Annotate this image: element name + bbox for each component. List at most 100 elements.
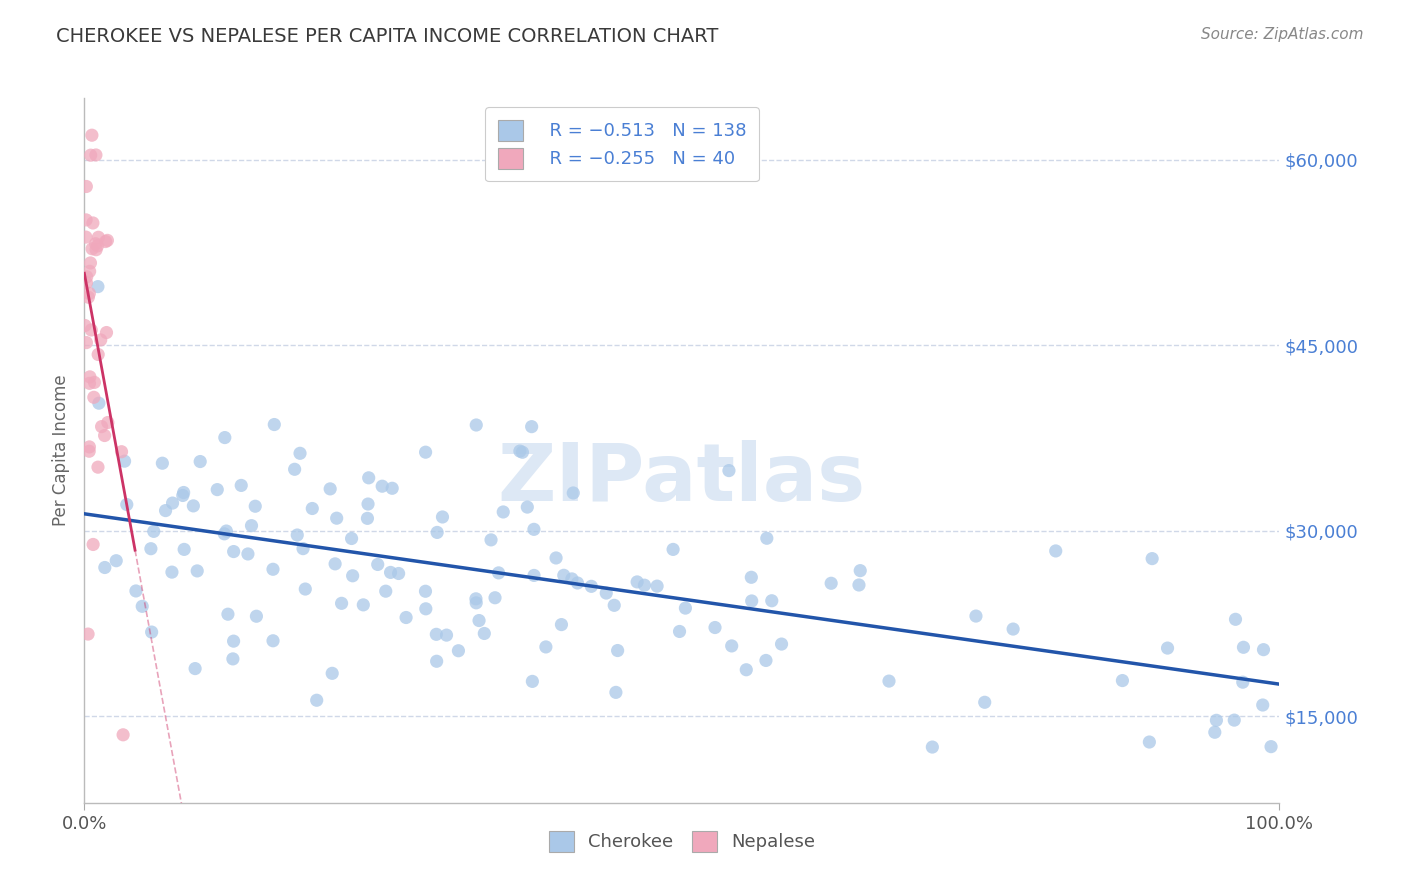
Point	[87, 279, 110, 293]
Point	[160, 565, 183, 579]
Point	[222, 652, 245, 666]
Point	[214, 431, 236, 445]
Point	[544, 551, 567, 566]
Point	[93, 428, 115, 442]
Point	[288, 446, 311, 460]
Point	[84, 236, 107, 251]
Point	[1225, 612, 1247, 626]
Point	[1205, 714, 1227, 728]
Point	[325, 511, 347, 525]
Point	[245, 500, 267, 514]
Point	[388, 566, 411, 581]
Point	[820, 576, 842, 591]
Point	[436, 628, 458, 642]
Point	[755, 653, 778, 667]
Point	[87, 230, 110, 244]
Point	[217, 607, 239, 622]
Point	[673, 601, 696, 615]
Point	[284, 462, 307, 476]
Point	[96, 233, 118, 247]
Point	[717, 464, 740, 478]
Point	[80, 128, 103, 143]
Point	[371, 479, 394, 493]
Point	[79, 286, 101, 301]
Point	[321, 666, 343, 681]
Point	[141, 625, 163, 640]
Point	[236, 547, 259, 561]
Point	[75, 179, 97, 194]
Point	[965, 609, 987, 624]
Point	[426, 654, 449, 668]
Point	[215, 524, 238, 538]
Point	[79, 264, 101, 278]
Point	[415, 445, 437, 459]
Point	[381, 481, 404, 495]
Point	[562, 486, 585, 500]
Point	[668, 624, 690, 639]
Point	[352, 598, 374, 612]
Point	[77, 444, 100, 458]
Point	[464, 591, 486, 606]
Point	[301, 501, 323, 516]
Point	[447, 644, 470, 658]
Point	[75, 276, 97, 290]
Point	[222, 544, 245, 558]
Point	[262, 633, 284, 648]
Text: CHEROKEE VS NEPALESE PER CAPITA INCOME CORRELATION CHART: CHEROKEE VS NEPALESE PER CAPITA INCOME C…	[56, 27, 718, 45]
Point	[356, 511, 378, 525]
Point	[84, 148, 107, 162]
Point	[395, 610, 418, 624]
Point	[82, 537, 104, 551]
Point	[1002, 622, 1025, 636]
Point	[222, 634, 245, 648]
Point	[207, 483, 229, 497]
Point	[139, 541, 162, 556]
Point	[1204, 725, 1226, 739]
Point	[633, 578, 655, 592]
Point	[105, 554, 128, 568]
Point	[231, 478, 253, 492]
Point	[172, 488, 194, 502]
Point	[357, 497, 380, 511]
Point	[342, 568, 364, 582]
Point	[761, 593, 783, 607]
Point	[79, 369, 101, 384]
Point	[1111, 673, 1133, 688]
Point	[330, 596, 353, 610]
Point	[432, 510, 454, 524]
Legend: Cherokee, Nepalese: Cherokee, Nepalese	[536, 818, 828, 864]
Text: Source: ZipAtlas.com: Source: ZipAtlas.com	[1201, 27, 1364, 42]
Point	[484, 591, 506, 605]
Point	[214, 526, 236, 541]
Point	[87, 396, 110, 410]
Point	[77, 290, 100, 304]
Point	[735, 663, 758, 677]
Point	[188, 454, 211, 468]
Point	[1253, 642, 1275, 657]
Point	[285, 528, 308, 542]
Point	[80, 323, 103, 337]
Point	[75, 230, 97, 244]
Point	[849, 564, 872, 578]
Point	[79, 376, 101, 391]
Point	[173, 542, 195, 557]
Point	[83, 376, 105, 390]
Point	[155, 503, 177, 517]
Point	[603, 599, 626, 613]
Point	[79, 148, 101, 162]
Point	[1251, 698, 1274, 712]
Point	[173, 485, 195, 500]
Point	[567, 576, 589, 591]
Point	[704, 621, 727, 635]
Point	[465, 417, 488, 432]
Point	[534, 640, 557, 654]
Point	[186, 564, 208, 578]
Text: ZIPatlas: ZIPatlas	[498, 440, 866, 517]
Point	[90, 419, 112, 434]
Point	[973, 695, 995, 709]
Point	[523, 568, 546, 582]
Point	[425, 627, 447, 641]
Point	[553, 568, 575, 582]
Point	[305, 693, 328, 707]
Point	[80, 242, 103, 256]
